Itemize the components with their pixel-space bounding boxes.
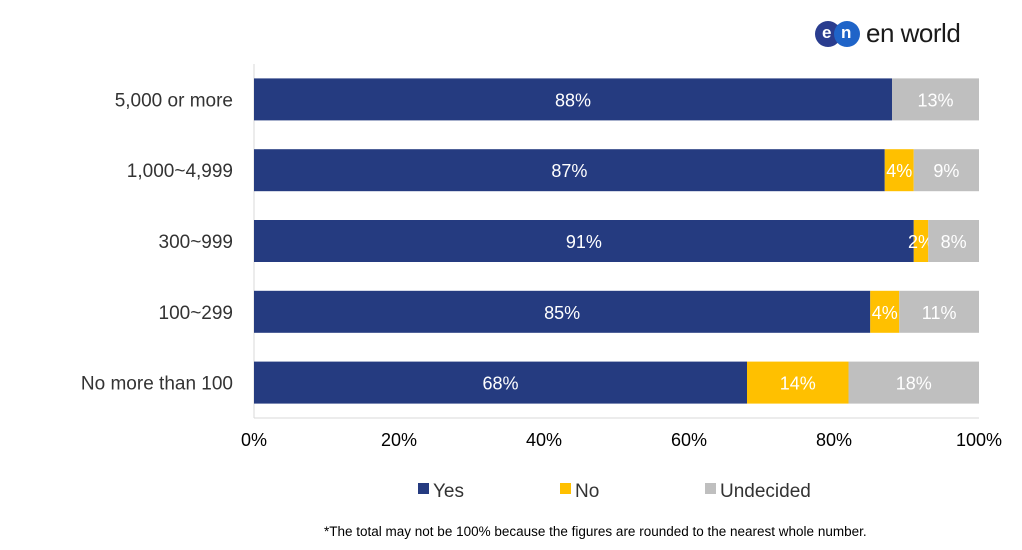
- en-logo-icon: e n: [815, 19, 861, 49]
- category-label: 1,000~4,999: [127, 161, 233, 182]
- legend-swatch-no: [560, 483, 571, 494]
- data-label: 13%: [917, 90, 953, 110]
- bar-segment-no: [747, 361, 849, 404]
- x-tick-label: 20%: [381, 430, 417, 450]
- bar-segment-undecided: [928, 220, 979, 262]
- data-label: 4%: [872, 303, 898, 323]
- data-label: 87%: [551, 161, 587, 181]
- legend-swatch-undecided: [705, 483, 716, 494]
- bar-segment-yes: [254, 78, 892, 121]
- bar-segment-yes: [254, 220, 914, 262]
- data-label: 11%: [922, 303, 957, 323]
- legend-label-undecided: Undecided: [720, 481, 811, 502]
- data-label: 85%: [544, 303, 580, 323]
- data-label: 18%: [896, 374, 932, 394]
- bar-segment-no: [870, 290, 900, 333]
- x-tick-label: 100%: [956, 430, 1002, 450]
- bar-segment-undecided: [848, 361, 979, 404]
- data-label: 91%: [566, 232, 602, 252]
- legend-label-yes: Yes: [433, 481, 464, 502]
- bar-segment-no: [884, 149, 914, 192]
- data-label: 4%: [886, 161, 912, 181]
- x-tick-label: 40%: [526, 430, 562, 450]
- data-label: 14%: [780, 374, 816, 394]
- category-label: 100~299: [159, 303, 234, 324]
- bar-segment-yes: [254, 290, 871, 333]
- bar-segment-no: [913, 220, 929, 262]
- category-label: 5,000 or more: [115, 90, 233, 111]
- stacked-bar-chart: 5,000 or more 88% 13% 1,000~4,999 87% 4% 9% 300…: [81, 64, 1002, 502]
- data-label: 9%: [933, 161, 959, 181]
- footnote: *The total may not be 100% because the f…: [324, 524, 867, 539]
- category-label: No more than 100: [81, 374, 233, 395]
- legend-label-no: No: [575, 481, 599, 502]
- bar-segment-undecided: [892, 78, 979, 121]
- bar-segment-undecided: [913, 149, 979, 192]
- x-tick-label: 60%: [671, 430, 707, 450]
- bar-segment-undecided: [899, 290, 979, 333]
- data-label: 68%: [482, 374, 518, 394]
- bar-segment-yes: [254, 361, 747, 404]
- data-label: 88%: [555, 90, 591, 110]
- category-label: 300~999: [159, 232, 234, 253]
- legend-swatch-yes: [418, 483, 429, 494]
- bar-segment-yes: [254, 149, 885, 192]
- data-label: 2%: [908, 232, 934, 252]
- data-label: 8%: [941, 232, 967, 252]
- x-tick-label: 80%: [816, 430, 852, 450]
- en-world-logo: e n en world: [815, 18, 961, 49]
- logo-text: en world: [866, 18, 961, 48]
- x-tick-label: 0%: [241, 430, 267, 450]
